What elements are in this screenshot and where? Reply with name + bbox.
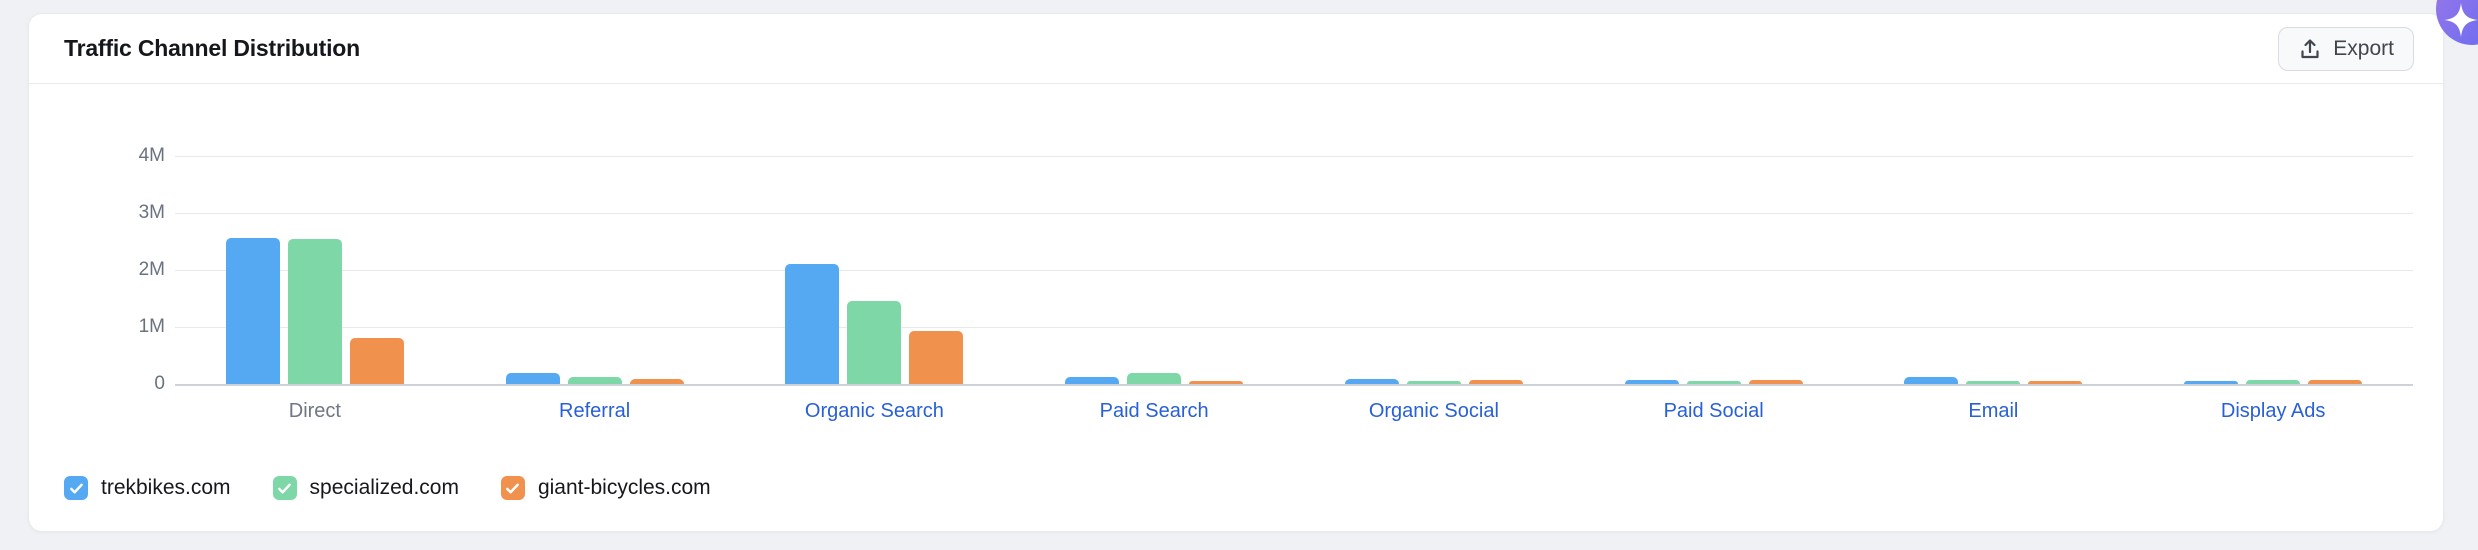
bar-specialized.com-paid-social: [1686, 380, 1741, 384]
bar-specialized.com-organic-search: [847, 301, 902, 384]
legend-item-specialized.com[interactable]: specialized.com: [272, 476, 459, 500]
bar-trekbikes.com-display-ads: [2184, 380, 2239, 384]
bar-giant-bicycles.com-direct: [349, 338, 404, 384]
gridline: [175, 327, 2413, 328]
x-axis-category-labels: Direct Referral Organic Search Paid Search O…: [175, 400, 2413, 423]
bar-specialized.com-direct: [287, 239, 342, 384]
checkmark-icon: [69, 483, 83, 493]
card-header: Traffic Channel Distribution Export: [29, 14, 2443, 84]
bar-trekbikes.com-paid-social: [1624, 380, 1679, 384]
bar-giant-bicycles.com-paid-search: [1189, 381, 1244, 384]
legend-checkbox-trekbikes.com[interactable]: [64, 476, 88, 500]
category-label-direct: Direct: [288, 400, 341, 422]
category-label-paid-search[interactable]: Paid Search: [1099, 400, 1209, 422]
export-button[interactable]: Export: [2278, 26, 2414, 71]
upload-icon: [2298, 37, 2322, 61]
bar-specialized.com-display-ads: [2246, 380, 2301, 384]
y-axis-tick-label: 1M: [138, 316, 165, 337]
chart-legend: trekbikes.com specialized.com giant-bicycl…: [64, 476, 711, 500]
category-label-email[interactable]: Email: [1968, 400, 2019, 422]
checkmark-icon: [278, 483, 291, 493]
y-axis-tick-label: 4M: [138, 145, 165, 166]
bar-giant-bicycles.com-email: [2028, 380, 2083, 384]
bar-giant-bicycles.com-paid-social: [1748, 380, 1803, 384]
y-axis-tick-label: 3M: [138, 202, 165, 223]
bar-specialized.com-paid-search: [1127, 372, 1182, 384]
bar-chart-plot: 4M 3M 2M 1M 0: [139, 145, 2413, 394]
category-label-organic-search[interactable]: Organic Search: [804, 400, 944, 422]
bar-group-email: [1854, 156, 2134, 384]
category-label-display-ads[interactable]: Display Ads: [2220, 400, 2326, 422]
bar-group-direct: [175, 156, 455, 384]
bar-group-paid-social: [1574, 156, 1854, 384]
checkmark-icon: [506, 483, 520, 493]
gridline: [175, 156, 2413, 157]
y-axis-tick-label: 0: [154, 373, 165, 394]
bar-trekbikes.com-email: [1904, 376, 1959, 384]
bar-giant-bicycles.com-referral: [629, 379, 684, 384]
legend-label: specialized.com: [309, 476, 459, 499]
legend-checkbox-specialized.com[interactable]: [272, 476, 297, 500]
bar-giant-bicycles.com-organic-social: [1468, 380, 1523, 384]
bar-specialized.com-email: [1966, 381, 2021, 384]
y-axis-tick-label: 2M: [138, 259, 165, 280]
bar-trekbikes.com-organic-social: [1344, 379, 1399, 384]
legend-checkbox-giant-bicycles.com[interactable]: [500, 476, 525, 500]
traffic-channel-card: Traffic Channel Distribution Export 4M 3M…: [28, 13, 2444, 532]
category-label-organic-social[interactable]: Organic Social: [1368, 400, 1499, 422]
bar-giant-bicycles.com-organic-search: [909, 331, 964, 384]
bar-group-display-ads: [2133, 156, 2413, 384]
bar-group-paid-search: [1014, 156, 1294, 384]
bar-group-referral: [455, 156, 735, 384]
bar-trekbikes.com-referral: [505, 372, 560, 384]
bar-trekbikes.com-direct: [225, 238, 280, 384]
category-label-referral[interactable]: Referral: [559, 400, 631, 422]
legend-item-trekbikes.com[interactable]: trekbikes.com: [64, 476, 231, 500]
bar-groups: [175, 156, 2413, 384]
bar-group-organic-search: [735, 156, 1015, 384]
bar-trekbikes.com-organic-search: [785, 264, 840, 384]
gridline: [175, 213, 2413, 214]
legend-label: trekbikes.com: [101, 476, 231, 499]
gridline: [175, 270, 2413, 271]
bar-specialized.com-referral: [567, 376, 622, 384]
bar-trekbikes.com-paid-search: [1065, 376, 1120, 384]
bar-specialized.com-organic-social: [1406, 380, 1461, 384]
category-label-paid-social[interactable]: Paid Social: [1663, 400, 1764, 422]
gridline: [175, 384, 2413, 386]
bar-giant-bicycles.com-display-ads: [2308, 380, 2363, 384]
legend-label: giant-bicycles.com: [537, 476, 711, 499]
bar-group-organic-social: [1294, 156, 1574, 384]
legend-item-giant-bicycles.com[interactable]: giant-bicycles.com: [500, 476, 711, 500]
page-title: Traffic Channel Distribution: [64, 35, 360, 61]
export-label: Export: [2333, 36, 2394, 60]
